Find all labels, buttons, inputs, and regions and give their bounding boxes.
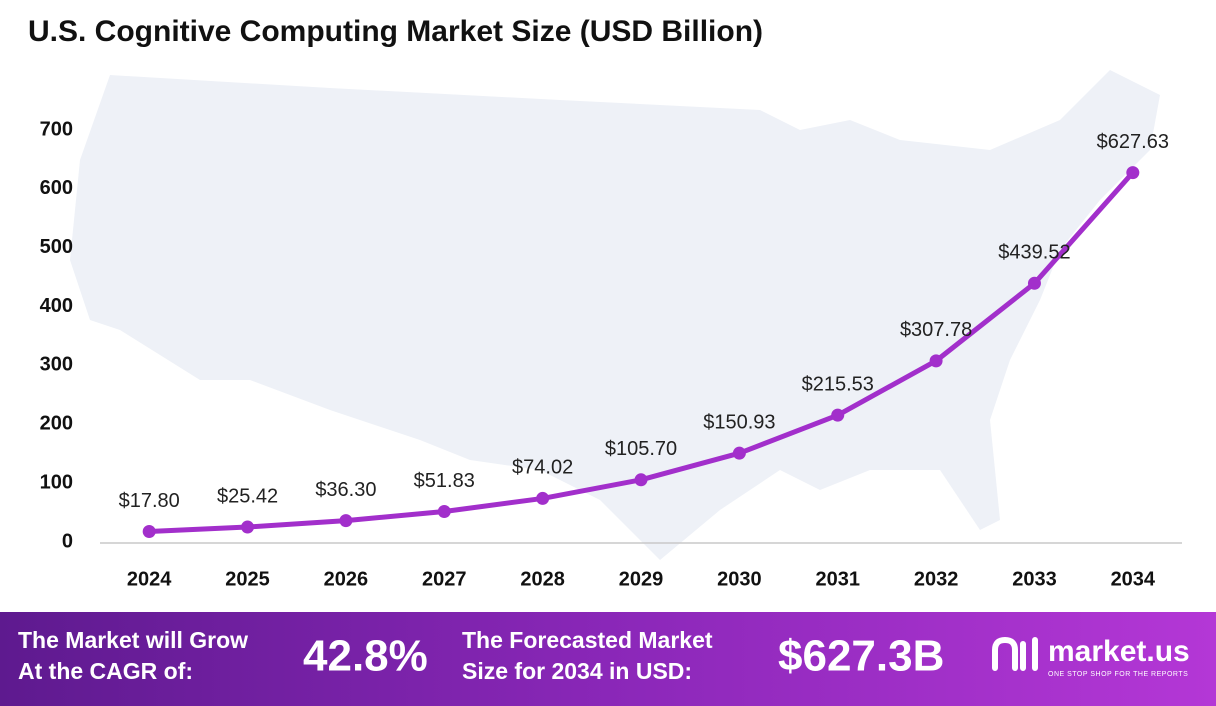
forecast-label: The Forecasted Market bbox=[462, 627, 713, 653]
marker bbox=[929, 354, 943, 368]
y-tick-label: 700 bbox=[40, 118, 73, 140]
y-tick-label: 300 bbox=[40, 354, 73, 376]
map-background bbox=[70, 70, 1160, 560]
marker bbox=[241, 520, 255, 534]
forecast-value: $627.3B bbox=[778, 632, 944, 681]
value-label: $36.30 bbox=[315, 479, 376, 501]
x-tick-label: 2024 bbox=[127, 568, 172, 590]
plot: 0 100 200 300 400 500 600 700 2024 2025 2026 2027 20… bbox=[40, 118, 1169, 590]
cagr-label: The Market will Grow bbox=[18, 627, 248, 653]
logo-icon bbox=[992, 636, 1038, 671]
x-tick-label: 2025 bbox=[225, 568, 270, 590]
x-tick-label: 2028 bbox=[520, 568, 565, 590]
marker bbox=[1027, 276, 1041, 290]
marker bbox=[142, 525, 156, 539]
x-tick-label: 2026 bbox=[324, 568, 369, 590]
value-label: $25.42 bbox=[217, 485, 278, 507]
logo-tagline: ONE STOP SHOP FOR THE REPORTS bbox=[1048, 671, 1188, 678]
value-label: $627.63 bbox=[1097, 131, 1169, 153]
marker bbox=[339, 514, 353, 528]
value-label: $17.80 bbox=[119, 490, 180, 512]
y-tick-label: 600 bbox=[40, 177, 73, 199]
marker bbox=[831, 408, 845, 422]
value-label: $51.83 bbox=[414, 470, 475, 492]
x-tick-label: 2030 bbox=[717, 568, 762, 590]
marker bbox=[634, 473, 648, 487]
x-tick-label: 2034 bbox=[1111, 568, 1156, 590]
forecast-label: Size for 2034 in USD: bbox=[462, 658, 692, 684]
y-tick-label: 0 bbox=[62, 530, 73, 552]
value-label: $215.53 bbox=[802, 373, 874, 395]
x-tick-label: 2027 bbox=[422, 568, 467, 590]
chart-title: U.S. Cognitive Computing Market Size (US… bbox=[28, 15, 763, 48]
x-tick-label: 2029 bbox=[619, 568, 664, 590]
marker bbox=[437, 504, 451, 518]
x-tick-label: 2032 bbox=[914, 568, 959, 590]
y-tick-label: 400 bbox=[40, 295, 73, 317]
y-tick-label: 500 bbox=[40, 236, 73, 258]
logo-text: market.us bbox=[1048, 635, 1190, 668]
marker bbox=[732, 446, 746, 460]
value-label: $307.78 bbox=[900, 319, 972, 341]
marker bbox=[536, 491, 550, 505]
y-tick-label: 100 bbox=[40, 471, 73, 493]
value-label: $74.02 bbox=[512, 457, 573, 479]
cagr-label: At the CAGR of: bbox=[18, 658, 193, 684]
value-label: $439.52 bbox=[998, 242, 1070, 264]
value-label: $105.70 bbox=[605, 438, 677, 460]
marker bbox=[1126, 166, 1140, 180]
cagr-value: 42.8% bbox=[303, 632, 428, 681]
value-label: $150.93 bbox=[703, 411, 775, 433]
x-tick-label: 2031 bbox=[815, 568, 860, 590]
x-tick-label: 2033 bbox=[1012, 568, 1057, 590]
y-tick-label: 200 bbox=[40, 413, 73, 435]
